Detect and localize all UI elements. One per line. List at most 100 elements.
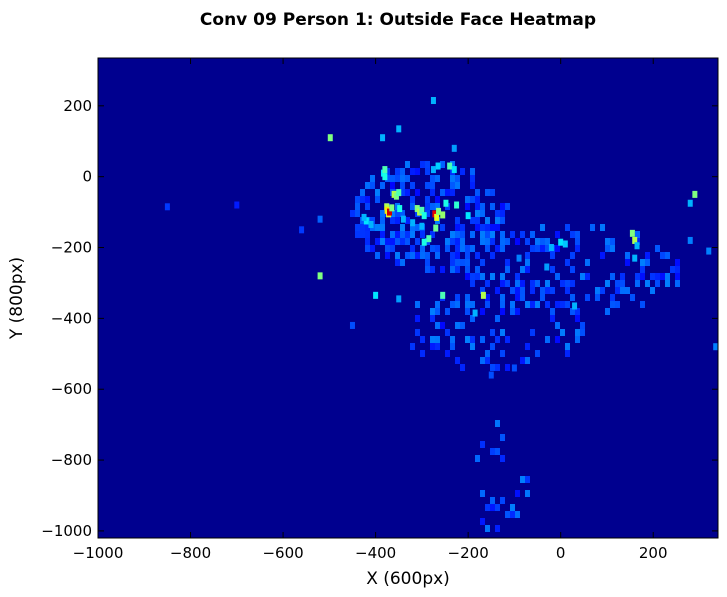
heatmap-cell-faint: [430, 266, 435, 273]
heatmap-cell: [687, 236, 693, 244]
heatmap-cell: [380, 134, 386, 142]
heatmap-cell-faint: [655, 280, 660, 287]
heatmap-cell: [426, 235, 432, 243]
x-axis: −1000 −800 −600 −400 −200 0 200: [73, 58, 668, 562]
heatmap-cell-faint: [460, 259, 465, 266]
heatmap-cell-faint: [485, 504, 490, 511]
heatmap-cell-faint: [545, 238, 550, 245]
heatmap-cell-faint: [370, 217, 375, 224]
heatmap-cell-faint: [470, 196, 475, 203]
heatmap-cell-faint: [410, 182, 415, 189]
heatmap-cell: [327, 134, 333, 142]
heatmap-cell-faint: [665, 273, 670, 280]
heatmap-cell-faint: [405, 175, 410, 182]
heatmap-cell-faint: [465, 294, 470, 301]
x-tick-label: −1000: [73, 544, 124, 562]
heatmap-cell-faint: [560, 301, 565, 308]
heatmap-cell-faint: [425, 161, 430, 168]
heatmap-cell-faint: [395, 259, 400, 266]
heatmap-cell-faint: [575, 315, 580, 322]
heatmap-cell-faint: [650, 287, 655, 294]
heatmap-cell-faint: [450, 161, 455, 168]
heatmap-cell-faint: [375, 196, 380, 203]
heatmap-cell-faint: [495, 420, 500, 427]
heatmap-cell-faint: [360, 231, 365, 238]
heatmap-cell-faint: [450, 175, 455, 182]
heatmap-cell-faint: [360, 189, 365, 196]
heatmap-cell-faint: [395, 231, 400, 238]
heatmap-cell-faint: [425, 203, 430, 210]
heatmap-cell-faint: [475, 273, 480, 280]
heatmap-cell-faint: [425, 266, 430, 273]
heatmap-cell-faint: [390, 238, 395, 245]
heatmap-cell-faint: [425, 182, 430, 189]
heatmap-cell: [440, 291, 446, 299]
heatmap-cell-faint: [430, 343, 435, 350]
heatmap-cell: [435, 162, 441, 170]
heatmap-cell-faint: [460, 245, 465, 252]
heatmap-cell-faint: [410, 168, 415, 175]
heatmap-cell: [317, 215, 323, 223]
heatmap-cell-faint: [475, 217, 480, 224]
heatmap-cell-faint: [395, 238, 400, 245]
heatmap-cell-faint: [390, 245, 395, 252]
heatmap-cell-faint: [575, 308, 580, 315]
heatmap-cell-faint: [505, 259, 510, 266]
heatmap-cell-faint: [440, 322, 445, 329]
heatmap-cell-faint: [370, 175, 375, 182]
heatmap-cell-faint: [475, 455, 480, 462]
heatmap-cell-faint: [415, 315, 420, 322]
heatmap-cell-faint: [450, 301, 455, 308]
heatmap-cell: [706, 247, 712, 255]
x-tick-label: 200: [639, 544, 668, 562]
heatmap-cell-faint: [660, 252, 665, 259]
heatmap-cell-faint: [470, 315, 475, 322]
heatmap-cell-faint: [485, 189, 490, 196]
heatmap-cell-faint: [515, 287, 520, 294]
heatmap-cell-faint: [365, 238, 370, 245]
heatmap-cell: [629, 229, 635, 237]
heatmap-cell-faint: [415, 238, 420, 245]
heatmap-cell-faint: [380, 210, 385, 217]
heatmap-cell-faint: [470, 301, 475, 308]
heatmap-cell-faint: [400, 210, 405, 217]
heatmap-cell-faint: [405, 238, 410, 245]
heatmap-cell-faint: [585, 259, 590, 266]
heatmap-cell-faint: [385, 238, 390, 245]
heatmap-cell-faint: [565, 259, 570, 266]
heatmap-cell-faint: [485, 301, 490, 308]
heatmap-cell-faint: [525, 357, 530, 364]
heatmap-cell-faint: [565, 280, 570, 287]
heatmap-cell-faint: [495, 245, 500, 252]
heatmap-cell-faint: [460, 231, 465, 238]
heatmap-cell-faint: [375, 238, 380, 245]
heatmap-cell-faint: [435, 301, 440, 308]
heatmap-cell-faint: [550, 266, 555, 273]
heatmap-cell-faint: [515, 308, 520, 315]
heatmap-cell-faint: [660, 273, 665, 280]
heatmap-cell-faint: [575, 336, 580, 343]
plot-frame: [97, 57, 719, 539]
heatmap-cell-faint: [395, 217, 400, 224]
heatmap-cell-faint: [485, 224, 490, 231]
heatmap-cell-faint: [470, 168, 475, 175]
heatmap-cell-faint: [505, 336, 510, 343]
heatmap-cell-faint: [520, 287, 525, 294]
heatmap-cell-faint: [475, 196, 480, 203]
heatmap-cell-faint: [480, 308, 485, 315]
heatmap-cell: [419, 222, 425, 230]
heatmap-cell-faint: [530, 245, 535, 252]
heatmap-background: [98, 58, 718, 538]
heatmap-cell-faint: [395, 175, 400, 182]
heatmap-cell-faint: [510, 308, 515, 315]
heatmap-cell-faint: [550, 287, 555, 294]
heatmap-cell: [634, 242, 640, 250]
heatmap-cell-faint: [480, 490, 485, 497]
heatmap-cell-faint: [455, 322, 460, 329]
heatmap-cell-faint: [390, 175, 395, 182]
heatmap-cell-faint: [365, 231, 370, 238]
heatmap-cell-faint: [390, 217, 395, 224]
heatmap-cell-faint: [450, 189, 455, 196]
heatmap-cell-faint: [415, 252, 420, 259]
y-tick-label: −1000: [41, 522, 92, 540]
